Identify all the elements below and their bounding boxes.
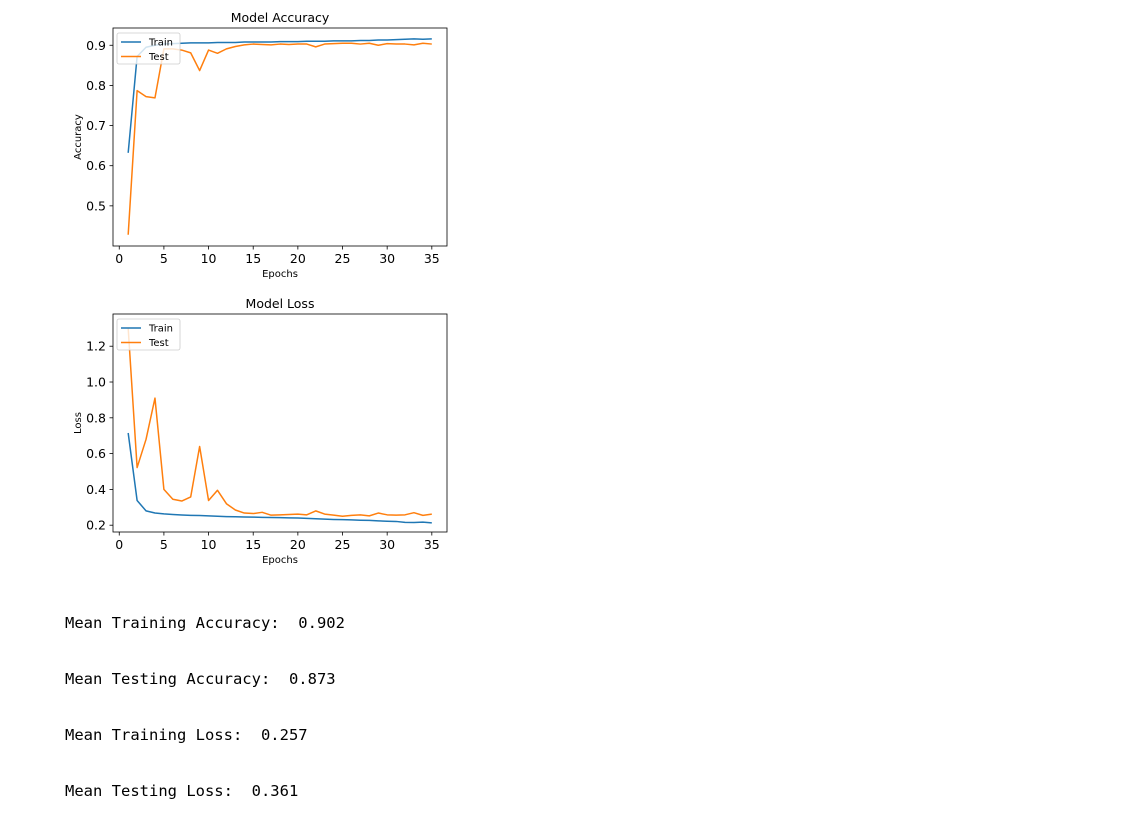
accuracy-x-axis-label: Epochs (262, 269, 298, 280)
accuracy-legend: Train Test (116, 32, 181, 65)
loss-x-tick-label: 0 (115, 537, 123, 552)
loss-chart: Model Loss 0 5 10 15 20 25 30 35 0.2 0.4 0.6 0.8 1.0 1… (73, 296, 448, 566)
loss-plot-frame (112, 313, 448, 533)
accuracy-y-axis-label: Accuracy (73, 114, 84, 160)
loss-y-tick-label: 0.2 (86, 518, 106, 533)
accuracy-series-test-line (127, 42, 432, 235)
summary-statistics: Mean Training Accuracy: 0.902 Mean Testi… (65, 577, 345, 819)
loss-series-train-line (127, 432, 432, 524)
accuracy-legend-label-test: Test (148, 52, 169, 63)
mean-training-accuracy: Mean Training Accuracy: 0.902 (65, 614, 345, 633)
loss-chart-title: Model Loss (246, 296, 315, 311)
loss-y-axis-label: Loss (73, 412, 84, 434)
loss-x-tick-label: 35 (424, 537, 440, 552)
mean-training-loss: Mean Training Loss: 0.257 (65, 725, 308, 744)
loss-y-tick-label: 0.6 (86, 446, 106, 461)
accuracy-y-tick-label: 0.7 (86, 118, 106, 133)
accuracy-y-tick-label: 0.5 (86, 198, 106, 213)
loss-x-tick-label: 25 (335, 537, 351, 552)
accuracy-plot-frame (112, 27, 448, 247)
accuracy-x-tick-label: 20 (290, 251, 306, 266)
accuracy-y-tick-label: 0.9 (86, 38, 106, 53)
accuracy-x-tick-label: 10 (201, 251, 217, 266)
accuracy-y-tick-label: 0.6 (86, 158, 106, 173)
loss-x-tick-label: 30 (379, 537, 395, 552)
loss-x-axis-label: Epochs (262, 555, 298, 566)
accuracy-x-tick-label: 0 (115, 251, 123, 266)
loss-y-tick-label: 1.2 (86, 339, 106, 354)
loss-y-tick-label: 1.0 (86, 375, 106, 390)
accuracy-chart: Model Accuracy 0 5 10 15 20 25 30 35 0.5 0.6 0.7 0.8… (73, 10, 448, 280)
accuracy-chart-title: Model Accuracy (231, 10, 330, 25)
loss-series-test-line (127, 328, 432, 517)
loss-legend: Train Test (116, 318, 181, 351)
mean-testing-loss: Mean Testing Loss: 0.361 (65, 781, 299, 800)
loss-x-tick-label: 5 (160, 537, 168, 552)
loss-x-tick-label: 10 (201, 537, 217, 552)
figure: Model Accuracy 0 5 10 15 20 25 30 35 0.5 0.6 0.7 0.8… (73, 10, 448, 566)
loss-y-tick-label: 0.4 (86, 482, 106, 497)
loss-legend-label-train: Train (148, 324, 173, 335)
mean-testing-accuracy: Mean Testing Accuracy: 0.873 (65, 669, 336, 688)
loss-x-tick-label: 20 (290, 537, 306, 552)
accuracy-x-tick-label: 15 (245, 251, 261, 266)
accuracy-x-tick-label: 30 (379, 251, 395, 266)
accuracy-legend-label-train: Train (148, 38, 173, 49)
loss-x-tick-label: 15 (245, 537, 261, 552)
accuracy-x-tick-label: 5 (160, 251, 168, 266)
accuracy-y-tick-label: 0.8 (86, 78, 106, 93)
accuracy-x-tick-label: 35 (424, 251, 440, 266)
loss-legend-label-test: Test (148, 338, 169, 349)
accuracy-x-tick-label: 25 (335, 251, 351, 266)
loss-y-tick-label: 0.8 (86, 410, 106, 425)
